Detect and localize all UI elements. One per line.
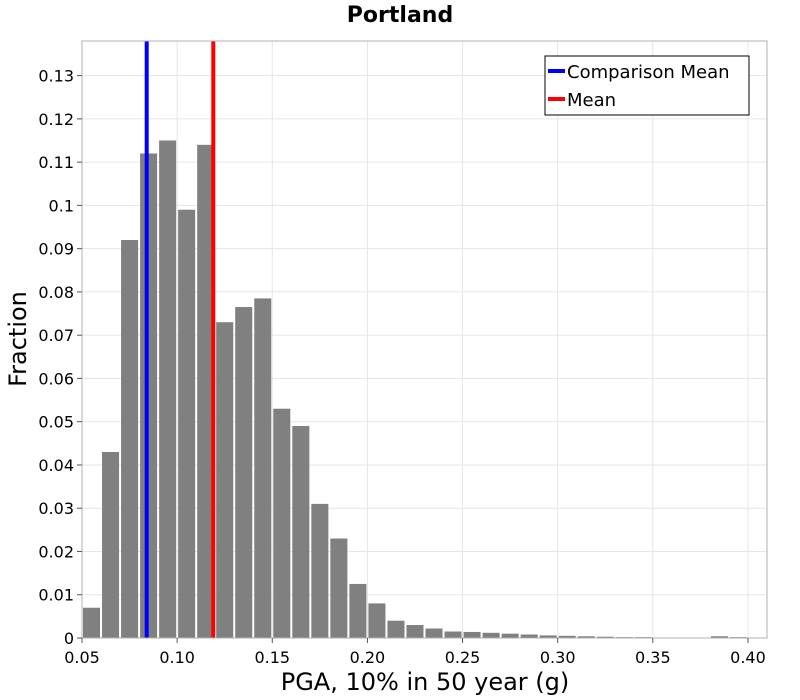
histogram-bar bbox=[216, 322, 234, 638]
y-tick-label: 0 bbox=[64, 629, 74, 648]
legend: Comparison Mean Mean bbox=[544, 55, 750, 116]
y-tick-label: 0.12 bbox=[38, 110, 74, 129]
y-tick-label: 0.05 bbox=[38, 413, 74, 432]
y-tick-label: 0.04 bbox=[38, 456, 74, 475]
histogram-bar bbox=[159, 140, 177, 638]
histogram-bar bbox=[539, 635, 557, 638]
x-axis-label: PGA, 10% in 50 year (g) bbox=[281, 668, 570, 696]
y-tick-label: 0.08 bbox=[38, 283, 74, 302]
x-tick-label: 0.30 bbox=[540, 648, 576, 667]
y-tick-label: 0.11 bbox=[38, 153, 74, 172]
histogram-bar bbox=[577, 636, 595, 638]
histogram-bar bbox=[311, 503, 329, 638]
histogram-bar bbox=[254, 298, 272, 638]
x-tick-label: 0.05 bbox=[64, 648, 100, 667]
histogram-bar bbox=[102, 451, 120, 638]
y-axis-ticks: 0 0.01 0.02 0.03 0.04 0.05 0.06 0.07 0.08 0.09 0.1… bbox=[38, 67, 82, 648]
histogram-bar bbox=[121, 240, 139, 638]
legend-label: Comparison Mean bbox=[567, 62, 730, 83]
histogram-bar bbox=[292, 426, 310, 638]
histogram-bar bbox=[235, 307, 253, 638]
x-tick-label: 0.35 bbox=[635, 648, 671, 667]
legend-label: Mean bbox=[567, 90, 616, 111]
y-tick-label: 0.02 bbox=[38, 542, 74, 561]
histogram-bar bbox=[710, 636, 728, 638]
histogram-bar bbox=[349, 583, 367, 638]
y-tick-label: 0.03 bbox=[38, 499, 74, 518]
histogram-bar bbox=[520, 634, 538, 638]
legend-box bbox=[544, 55, 750, 116]
histogram-bar bbox=[558, 635, 576, 638]
histogram-bar bbox=[178, 209, 196, 638]
plot-frame bbox=[81, 40, 768, 639]
x-tick-label: 0.15 bbox=[254, 648, 290, 667]
y-tick-label: 0.13 bbox=[38, 67, 74, 86]
chart-title: Portland bbox=[347, 3, 453, 28]
y-tick-label: 0.09 bbox=[38, 240, 74, 259]
y-tick-label: 0.01 bbox=[38, 586, 74, 605]
y-tick-label: 0.07 bbox=[38, 326, 74, 345]
histogram-bar bbox=[406, 625, 424, 638]
reference-lines bbox=[144, 41, 216, 638]
x-tick-label: 0.20 bbox=[350, 648, 386, 667]
histogram-bar bbox=[197, 144, 215, 638]
histogram-bar bbox=[501, 633, 519, 638]
y-tick-label: 0.1 bbox=[49, 196, 74, 215]
histogram-bar bbox=[596, 636, 614, 638]
y-axis-label: Fraction bbox=[4, 291, 32, 387]
histogram-bar bbox=[444, 631, 462, 638]
histogram-bar bbox=[330, 538, 348, 638]
histogram-bar bbox=[482, 632, 500, 638]
histogram-bar bbox=[425, 628, 443, 638]
histogram-bar bbox=[368, 603, 386, 638]
histogram-bar bbox=[83, 607, 101, 638]
x-tick-label: 0.10 bbox=[159, 648, 195, 667]
histogram-bar bbox=[463, 631, 481, 638]
histogram-bar bbox=[273, 408, 291, 638]
y-tick-label: 0.06 bbox=[38, 369, 74, 388]
x-tick-label: 0.40 bbox=[730, 648, 766, 667]
histogram-bar bbox=[387, 620, 405, 638]
x-tick-label: 0.25 bbox=[445, 648, 481, 667]
x-axis-ticks: 0.05 0.10 0.15 0.20 0.25 0.30 0.35 0.40 bbox=[64, 638, 766, 667]
